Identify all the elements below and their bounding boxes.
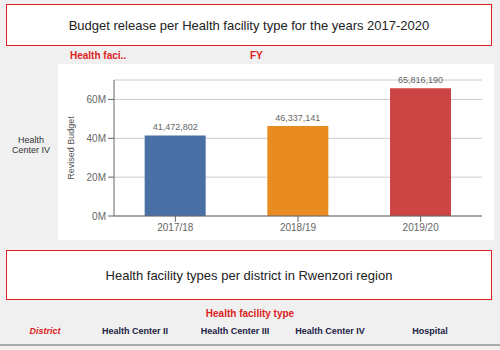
html-text:FY: FY (250, 50, 263, 61)
html-text:Health Center IV: Health Center IV (12, 135, 50, 155)
svg-text:2017/18: 2017/18 (157, 222, 194, 233)
html-text:Health facility type: Health facility type (205, 308, 295, 319)
html-text:District: District (29, 326, 61, 336)
svg-text:Revised Budget: Revised Budget (66, 116, 76, 180)
svg-text:40M: 40M (87, 133, 106, 144)
svg-text:2019/20: 2019/20 (403, 222, 440, 233)
svg-text:60M: 60M (87, 94, 106, 105)
svg-text:0M: 0M (92, 211, 106, 222)
svg-text:65,816,190: 65,816,190 (398, 75, 443, 85)
html-text:Health facility types per dist: Health facility types per district in Rw… (105, 267, 393, 283)
svg-text:46,337,141: 46,337,141 (275, 113, 320, 123)
svg-text:2018/19: 2018/19 (280, 222, 317, 233)
svg-text:41,472,802: 41,472,802 (153, 122, 198, 132)
html-text:Hospital: Hospital (412, 326, 448, 336)
html-text:Health Center II: Health Center II (102, 326, 168, 336)
html-text:Health Center IV: Health Center IV (295, 326, 365, 336)
html-text:Health faci..: Health faci.. (70, 50, 127, 61)
html-text:Health Center III: Health Center III (200, 326, 270, 336)
svg-text:20M: 20M (87, 172, 106, 183)
html-text:Budget release per Health faci: Budget release per Health facility type … (68, 17, 430, 33)
